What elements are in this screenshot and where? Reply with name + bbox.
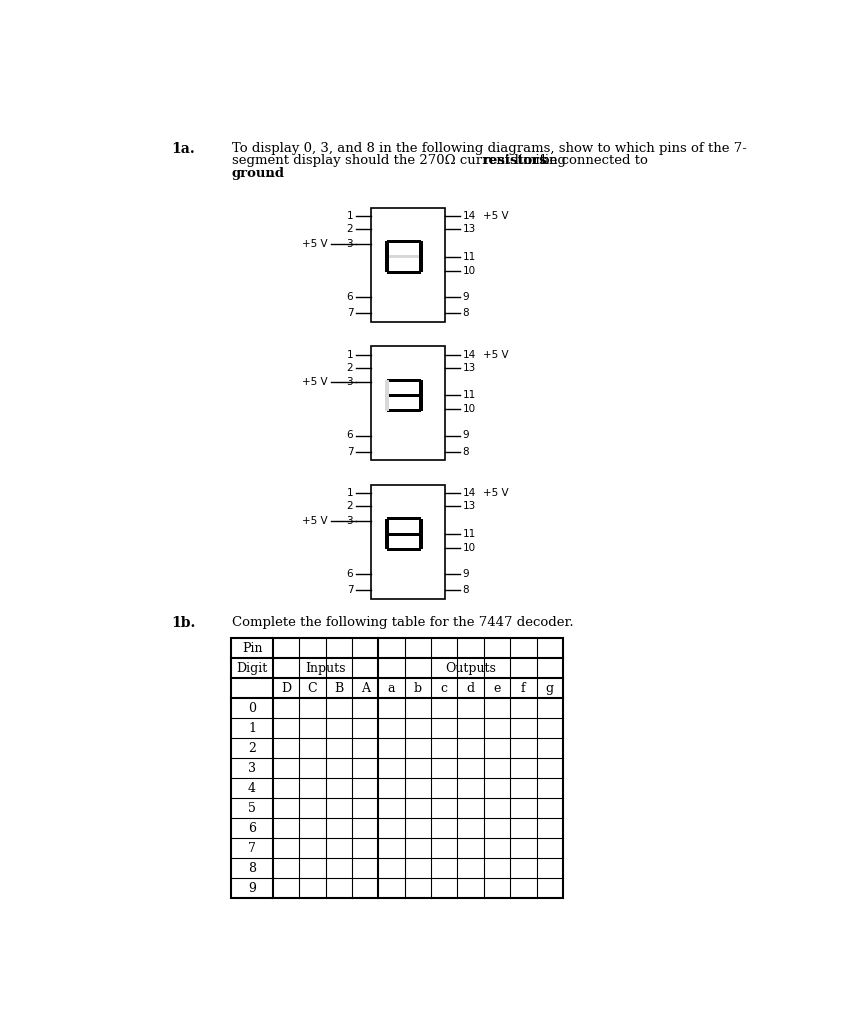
Text: 14: 14 xyxy=(462,211,475,221)
Text: 9: 9 xyxy=(462,292,468,302)
Bar xyxy=(419,380,422,395)
Bar xyxy=(419,242,422,257)
Text: 2: 2 xyxy=(346,362,353,373)
Text: Pin: Pin xyxy=(241,641,262,654)
Text: 13: 13 xyxy=(462,502,475,511)
Text: f: f xyxy=(521,682,525,694)
Bar xyxy=(387,240,420,243)
Text: 10: 10 xyxy=(462,265,475,275)
Text: segment display should the 270Ω current-limiting: segment display should the 270Ω current-… xyxy=(231,155,570,168)
Text: +5 V: +5 V xyxy=(483,349,508,359)
Text: 14: 14 xyxy=(462,488,475,499)
Text: 4: 4 xyxy=(248,781,256,795)
Bar xyxy=(387,255,420,258)
Text: 3: 3 xyxy=(346,378,353,387)
Text: 8: 8 xyxy=(248,862,256,874)
Text: b: b xyxy=(414,682,421,694)
Text: 11: 11 xyxy=(462,390,475,400)
Bar xyxy=(387,410,420,413)
Text: 2: 2 xyxy=(248,741,256,755)
Text: 3: 3 xyxy=(346,239,353,249)
Text: 6: 6 xyxy=(346,430,353,440)
Text: To display 0, 3, and 8 in the following diagrams, show to which pins of the 7-: To display 0, 3, and 8 in the following … xyxy=(231,142,746,155)
Bar xyxy=(387,517,420,520)
Bar xyxy=(385,242,388,257)
Text: 7: 7 xyxy=(346,308,353,318)
Bar xyxy=(387,394,420,397)
Text: 6: 6 xyxy=(346,292,353,302)
Text: ground: ground xyxy=(231,167,284,180)
Text: 13: 13 xyxy=(462,224,475,234)
Bar xyxy=(419,535,422,550)
Text: 6: 6 xyxy=(248,821,256,835)
Text: Inputs: Inputs xyxy=(306,662,345,675)
Text: 13: 13 xyxy=(462,362,475,373)
Text: Complete the following table for the 7447 decoder.: Complete the following table for the 744… xyxy=(231,615,573,629)
Text: 9: 9 xyxy=(462,569,468,580)
Text: 8: 8 xyxy=(462,446,468,457)
Bar xyxy=(385,380,388,395)
Text: D: D xyxy=(281,682,291,694)
Text: 2: 2 xyxy=(346,502,353,511)
Text: d: d xyxy=(466,682,474,694)
Text: Digit: Digit xyxy=(236,662,268,675)
Text: 11: 11 xyxy=(462,252,475,262)
Text: 8: 8 xyxy=(462,586,468,595)
Text: 1: 1 xyxy=(346,211,353,221)
Text: Outputs: Outputs xyxy=(445,662,495,675)
Text: 11: 11 xyxy=(462,529,475,539)
Text: A: A xyxy=(360,682,370,694)
Text: 0: 0 xyxy=(248,701,256,715)
Text: 3: 3 xyxy=(248,762,256,774)
Bar xyxy=(385,535,388,550)
Text: 9: 9 xyxy=(462,430,468,440)
Text: 1: 1 xyxy=(346,349,353,359)
Bar xyxy=(385,519,388,535)
Text: a: a xyxy=(387,682,395,694)
Text: be connected to: be connected to xyxy=(536,155,647,168)
Text: C: C xyxy=(307,682,317,694)
Bar xyxy=(385,395,388,411)
Text: 7: 7 xyxy=(346,446,353,457)
Text: 1a.: 1a. xyxy=(171,142,195,156)
Text: 1: 1 xyxy=(346,488,353,499)
Bar xyxy=(385,257,388,272)
Text: 6: 6 xyxy=(346,569,353,580)
Text: 7: 7 xyxy=(346,586,353,595)
Text: 8: 8 xyxy=(462,308,468,318)
Text: +5 V: +5 V xyxy=(483,211,508,221)
Text: c: c xyxy=(441,682,447,694)
Text: +5 V: +5 V xyxy=(483,488,508,499)
Text: +5 V: +5 V xyxy=(301,516,327,526)
Bar xyxy=(387,548,420,551)
Text: 10: 10 xyxy=(462,404,475,415)
Text: 14: 14 xyxy=(462,349,475,359)
Bar xyxy=(387,379,420,382)
Text: 7: 7 xyxy=(248,842,256,855)
Text: 1: 1 xyxy=(248,722,256,734)
Text: g: g xyxy=(545,682,553,694)
Text: .: . xyxy=(268,167,272,180)
Bar xyxy=(419,519,422,535)
Text: 10: 10 xyxy=(462,543,475,553)
Text: +5 V: +5 V xyxy=(301,239,327,249)
Bar xyxy=(387,270,420,273)
Text: resistors: resistors xyxy=(482,155,546,168)
Text: e: e xyxy=(493,682,500,694)
Text: 2: 2 xyxy=(346,224,353,234)
Text: +5 V: +5 V xyxy=(301,378,327,387)
Bar xyxy=(371,484,444,599)
Bar xyxy=(387,532,420,536)
Text: 9: 9 xyxy=(248,882,256,895)
Bar xyxy=(419,395,422,411)
Bar xyxy=(231,638,562,898)
Text: 1b.: 1b. xyxy=(171,615,196,630)
Text: B: B xyxy=(334,682,344,694)
Bar xyxy=(371,346,444,460)
Text: 5: 5 xyxy=(248,802,256,815)
Bar xyxy=(371,208,444,322)
Text: 3: 3 xyxy=(346,516,353,526)
Bar xyxy=(419,257,422,272)
